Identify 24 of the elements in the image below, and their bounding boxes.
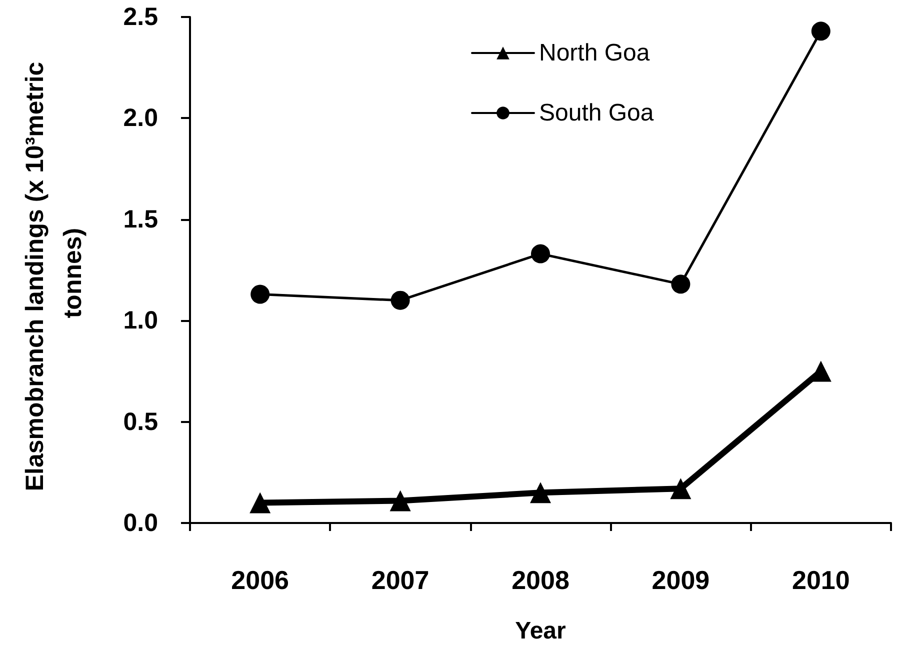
point: [531, 244, 550, 264]
x-tick-label: 2010: [792, 565, 850, 595]
point: [671, 274, 690, 294]
y-tick-label: 2.5: [123, 3, 158, 31]
y-tick-label: 1.5: [123, 205, 158, 234]
x-tick-label: 2009: [652, 565, 710, 595]
y-tick-label: 0.5: [123, 408, 158, 436]
point: [390, 290, 410, 310]
point: [250, 284, 270, 304]
y-tick-label: 0.0: [123, 509, 158, 537]
x-tick-label: 2007: [371, 565, 430, 595]
x-tick-label: 2008: [512, 565, 570, 595]
legend-label: North Goa: [539, 40, 650, 66]
point: [530, 482, 551, 504]
point: [250, 492, 271, 514]
point: [670, 478, 692, 500]
point: [390, 490, 411, 512]
y-axis-title: Elasmobranch landings (x 10³metric tonnes): [21, 54, 87, 492]
y-tick-label: 2.0: [123, 104, 158, 132]
point: [811, 22, 830, 41]
x-axis-title: Year: [515, 618, 566, 644]
legend-label: South Goa: [539, 100, 654, 126]
y-tick-label: 1.0: [123, 306, 158, 335]
x-tick-label: 2006: [231, 565, 290, 595]
